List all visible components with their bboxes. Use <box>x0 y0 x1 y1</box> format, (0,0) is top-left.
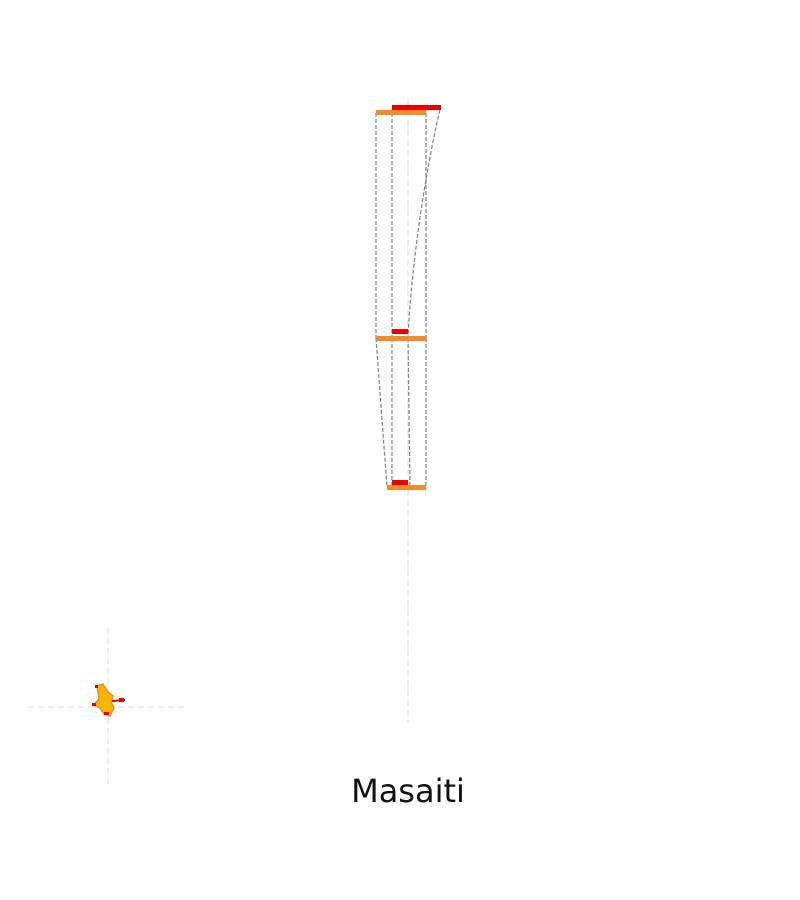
node-bar-red <box>392 329 408 334</box>
locator-tick <box>92 703 96 706</box>
node-bar-red <box>392 105 441 110</box>
node-bar-orange <box>376 336 426 341</box>
connector-group <box>375 109 441 488</box>
connector-line <box>407 337 411 488</box>
locator-tick <box>95 685 98 688</box>
node-bar-orange <box>387 485 426 490</box>
locator-tick <box>119 698 124 702</box>
node-bar-orange <box>376 110 426 115</box>
map-locator-icon <box>28 628 188 788</box>
connector-line <box>375 337 388 488</box>
locator-shape <box>94 684 114 716</box>
node-bar-red <box>392 480 408 485</box>
district-caption: Masaiti <box>351 772 465 810</box>
connector-line <box>407 109 441 339</box>
locator-tick <box>104 712 109 715</box>
